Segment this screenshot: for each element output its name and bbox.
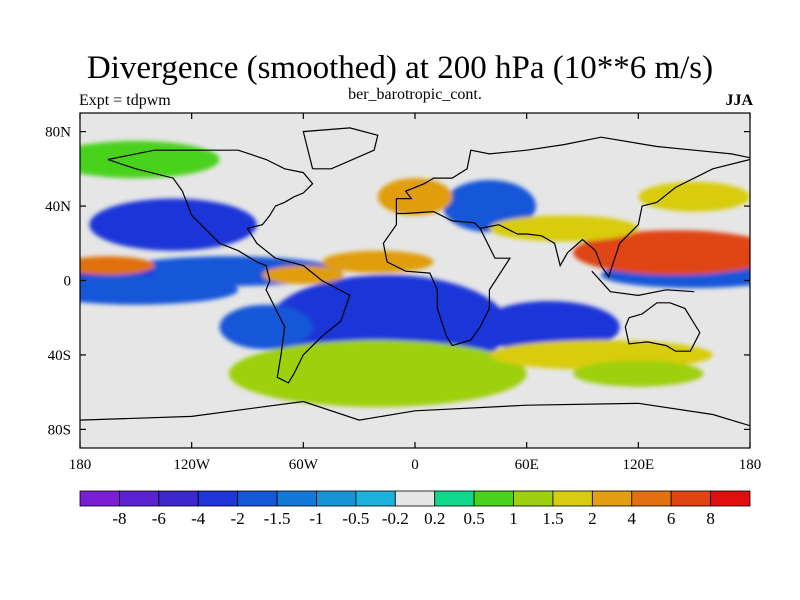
x-tick-label: 180: [69, 457, 92, 473]
colorbar-label: 2: [588, 509, 597, 528]
y-tick-label: 80S: [48, 422, 71, 438]
field-region-14: [377, 178, 453, 216]
colorbar-swatch: [276, 490, 317, 507]
colorbar-label: -0.2: [382, 509, 409, 528]
x-tick-label: 120W: [173, 457, 211, 473]
field-region-15: [228, 340, 527, 408]
coastline-2: [382, 210, 512, 347]
colorbar-label: 6: [667, 509, 676, 528]
colorbar-swatch: [158, 490, 199, 507]
coastline-0: [107, 149, 351, 384]
season-label: JJA: [725, 92, 753, 109]
coastline-3: [395, 136, 750, 214]
chart-subtitle: ber_barotropic_cont.: [348, 86, 482, 103]
colorbar-swatch: [513, 490, 554, 507]
colorbar-label: 1.5: [542, 509, 563, 528]
colorbar-label: -2: [231, 509, 245, 528]
y-tick-label: 0: [64, 274, 72, 290]
colorbar-swatch: [394, 490, 436, 507]
colorbar-label: -4: [191, 509, 206, 528]
colorbar-swatch: [631, 490, 672, 507]
x-tick-label: 180: [739, 457, 762, 473]
colorbar-label: -0.5: [342, 509, 369, 528]
colorbar-label: -8: [112, 509, 126, 528]
colorbar-label: 4: [628, 509, 637, 528]
coastline-1: [302, 127, 379, 170]
colorbar-swatch: [237, 490, 278, 507]
field-region-9: [573, 230, 750, 275]
colorbar-label: -1.5: [264, 509, 291, 528]
field-region-19: [80, 140, 220, 179]
field-region-0: [89, 198, 257, 251]
colorbar-label: 8: [706, 509, 715, 528]
x-tick-label: 120E: [622, 457, 654, 473]
y-tick-label: 80N: [45, 125, 71, 141]
field-region-12: [262, 265, 345, 285]
colorbar-label: -6: [152, 509, 166, 528]
colorbar-swatch: [473, 490, 514, 507]
chart-title: Divergence (smoothed) at 200 hPa (10**6 …: [86, 50, 714, 86]
colorbar-swatch: [119, 490, 160, 507]
colorbar-label: 1: [509, 509, 518, 528]
coastline-5: [624, 302, 701, 352]
colorbar-swatch: [670, 490, 711, 507]
coastline-4: [479, 158, 750, 279]
colorbar-swatch: [197, 490, 239, 507]
field-region-18: [638, 181, 750, 212]
y-tick-label: 40N: [45, 199, 71, 215]
colorbar-label: 0.5: [463, 509, 484, 528]
experiment-label: Expt = tdpwm: [79, 92, 171, 109]
x-tick-label: 60W: [289, 457, 319, 473]
coastline-6: [80, 400, 750, 427]
coastline-7: [591, 270, 695, 297]
colorbar-swatch: [434, 490, 475, 507]
colorbar-swatch: [355, 490, 396, 507]
colorbar-label: -1: [309, 509, 323, 528]
colorbar-swatch: [79, 490, 120, 507]
field-region-6: [478, 300, 620, 354]
colorbar-swatch: [591, 490, 633, 507]
field-region-17: [573, 360, 704, 387]
colorbar-label: 0.2: [424, 509, 445, 528]
colorbar-swatch: [710, 490, 751, 507]
field-region-13: [489, 215, 639, 242]
colorbar-swatch: [552, 490, 593, 507]
field-region-4: [80, 274, 239, 305]
field-region-11: [321, 250, 434, 274]
field-region-10: [80, 256, 155, 275]
colorbar-swatch: [316, 490, 357, 507]
x-tick-label: 0: [411, 457, 419, 473]
y-tick-label: 40S: [48, 348, 71, 364]
x-tick-label: 60E: [515, 457, 539, 473]
field-region-7: [219, 304, 313, 350]
